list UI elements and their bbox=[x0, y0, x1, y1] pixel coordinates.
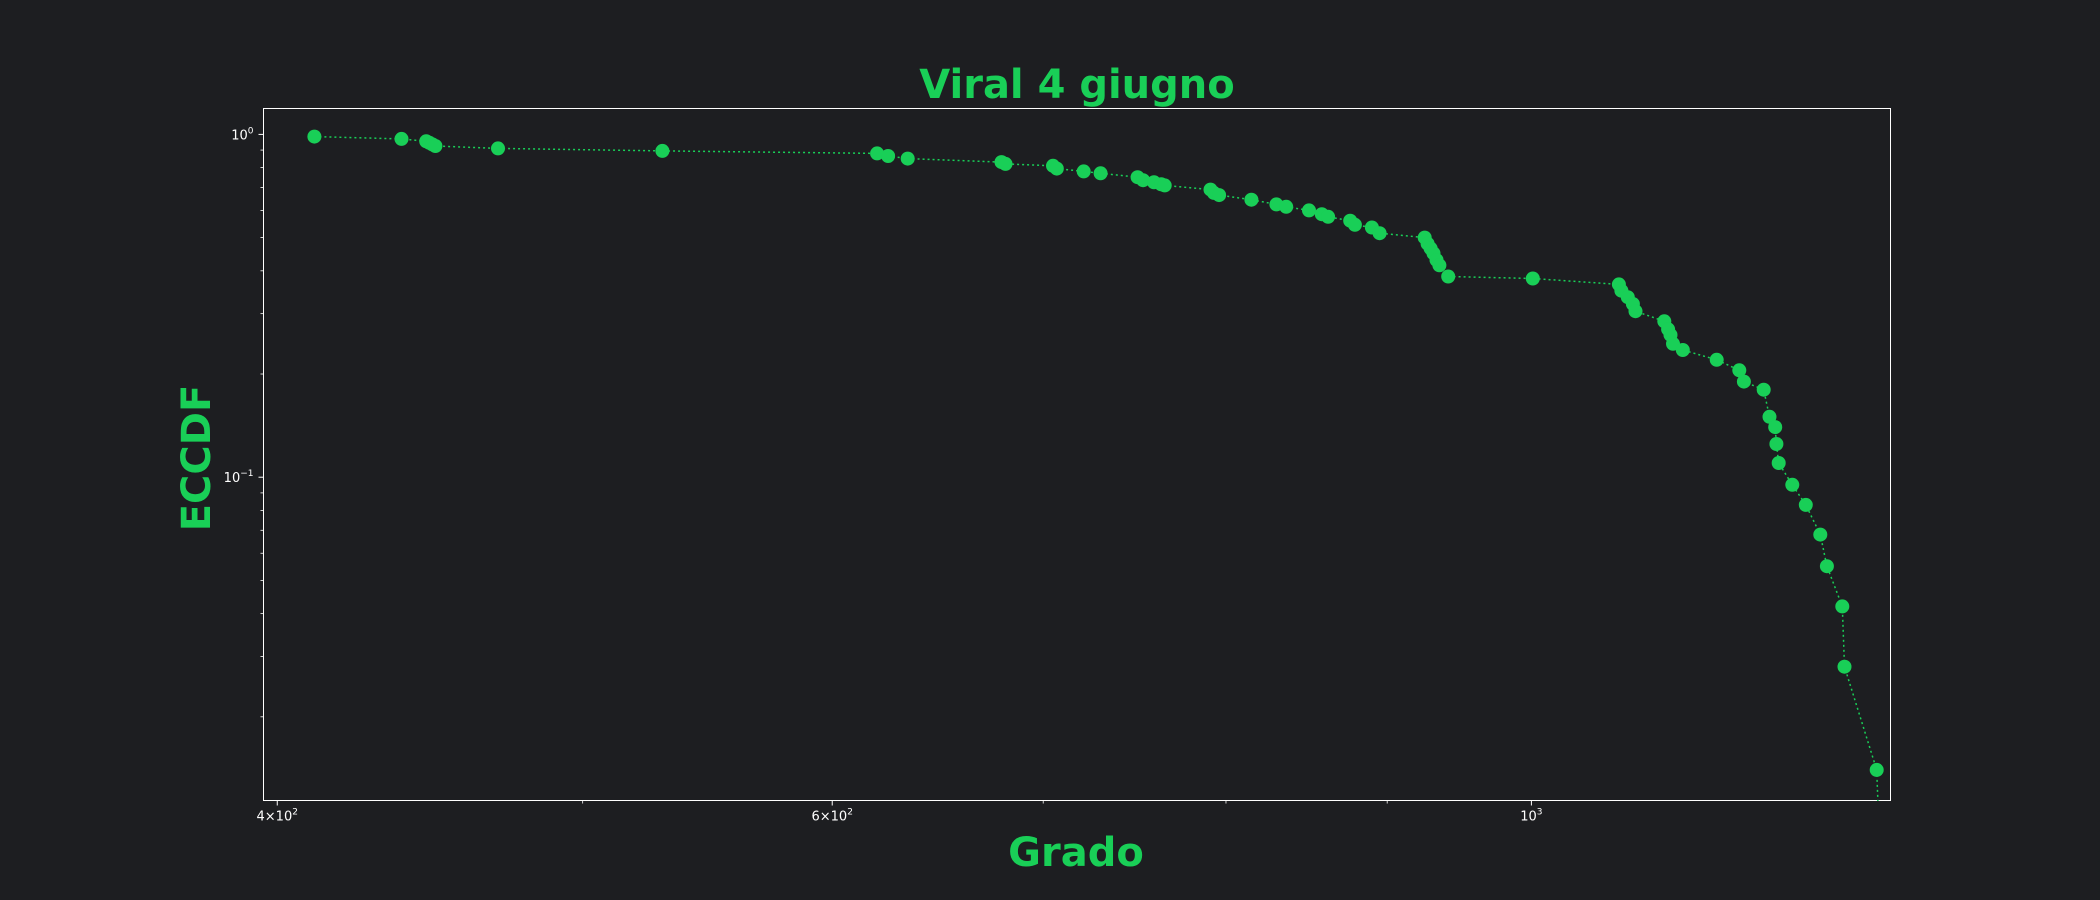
data-point bbox=[1732, 363, 1747, 378]
data-point bbox=[1768, 420, 1783, 435]
data-point bbox=[1709, 352, 1724, 367]
x-tick-label: 103 bbox=[1520, 808, 1542, 825]
data-point bbox=[1798, 497, 1813, 512]
data-point bbox=[1869, 762, 1884, 777]
y-tick-label: 10−1 bbox=[224, 469, 254, 486]
data-point bbox=[1835, 599, 1850, 614]
data-point bbox=[1736, 374, 1751, 389]
data-point bbox=[1762, 409, 1777, 424]
data-point bbox=[1372, 226, 1387, 241]
data-point bbox=[428, 139, 443, 153]
y-axis: 100 10−1 bbox=[224, 126, 264, 718]
data-point bbox=[1628, 304, 1643, 319]
data-point bbox=[1049, 161, 1064, 176]
data-point bbox=[1244, 192, 1259, 207]
series-points bbox=[307, 129, 1886, 835]
data-point bbox=[1093, 166, 1108, 181]
data-point bbox=[1441, 269, 1456, 284]
data-point bbox=[1525, 271, 1540, 286]
x-axis: 4×102 6×102 103 bbox=[257, 800, 1543, 825]
data-point bbox=[881, 149, 896, 163]
data-point bbox=[1347, 217, 1362, 232]
data-point bbox=[1785, 477, 1800, 492]
data-point bbox=[1157, 178, 1172, 193]
data-point bbox=[1813, 527, 1828, 542]
data-point bbox=[998, 156, 1013, 171]
series-line bbox=[314, 135, 1879, 801]
data-point bbox=[870, 146, 885, 161]
chart-title: Viral 4 giugno bbox=[919, 62, 1235, 108]
x-tick-label: 4×102 bbox=[257, 808, 298, 825]
x-tick-label: 6×102 bbox=[811, 808, 852, 825]
data-point bbox=[1771, 456, 1786, 470]
data-point bbox=[1769, 437, 1784, 451]
data-point bbox=[307, 129, 322, 144]
plot-frame bbox=[263, 108, 1891, 801]
data-point bbox=[1212, 188, 1227, 203]
data-point bbox=[1279, 199, 1294, 214]
data-point bbox=[394, 131, 409, 146]
data-point bbox=[1076, 164, 1091, 179]
data-point bbox=[900, 151, 915, 166]
data-point bbox=[491, 141, 505, 156]
data-point bbox=[655, 143, 670, 158]
data-point bbox=[1302, 203, 1316, 218]
data-point bbox=[1837, 659, 1852, 674]
data-point bbox=[1321, 209, 1336, 224]
data-point bbox=[1872, 821, 1886, 835]
data-point bbox=[1756, 382, 1771, 397]
data-point bbox=[1136, 173, 1151, 188]
data-point bbox=[1675, 343, 1690, 357]
x-axis-label: Grado bbox=[1008, 830, 1144, 876]
y-axis-label: ECCDF bbox=[174, 385, 220, 532]
y-tick-label: 100 bbox=[231, 126, 254, 143]
data-point bbox=[1819, 559, 1834, 574]
data-point bbox=[1432, 258, 1447, 273]
